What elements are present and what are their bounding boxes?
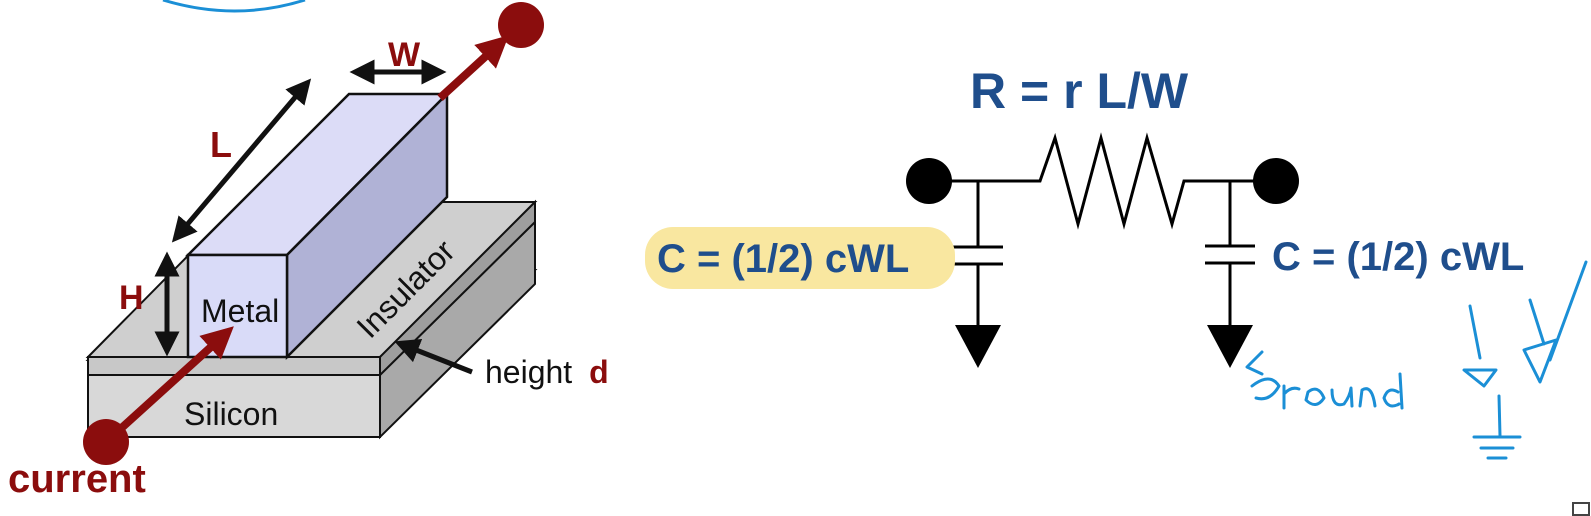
handwritten-annotations xyxy=(1245,260,1588,460)
current-arrow-in xyxy=(103,326,234,445)
rc-circuit: R = r L/W C = (1/2) cWL C = (1/2) cWL xyxy=(645,63,1524,368)
length-label: L xyxy=(210,124,232,165)
metal-label: Metal xyxy=(201,293,279,329)
handwritten-triangle-sketch xyxy=(1522,260,1588,384)
current-label: current xyxy=(8,457,146,501)
width-label: W xyxy=(388,36,421,74)
height-label: H xyxy=(119,279,144,317)
resistor-symbol xyxy=(929,132,1276,230)
dielectric-height-var: d xyxy=(589,354,609,390)
cropped-circle-arc xyxy=(162,0,306,13)
right-ground-symbol xyxy=(1207,325,1253,368)
handwritten-ground-note xyxy=(1245,350,1404,410)
dielectric-height-label: height d xyxy=(485,354,609,390)
corner-icon xyxy=(1572,502,1590,516)
left-ground-symbol xyxy=(955,325,1001,368)
current-terminal-out xyxy=(498,2,544,48)
insulator-side xyxy=(379,199,536,378)
current-terminal-in xyxy=(83,419,129,465)
insulator-front xyxy=(87,356,381,376)
silicon-label: Silicon xyxy=(184,396,278,432)
resistance-formula: R = r L/W xyxy=(970,63,1189,119)
wire-structure: W L H Metal Insulator Silicon height d c… xyxy=(8,2,609,501)
capacitance-right-label: C = (1/2) cWL xyxy=(1272,235,1524,279)
current-arrow-out xyxy=(437,35,509,101)
dielectric-height-text: height xyxy=(485,354,572,390)
capacitance-left-label: C = (1/2) cWL xyxy=(657,237,909,281)
capacitance-left-highlight xyxy=(645,227,955,289)
length-dimension-arrow xyxy=(171,78,312,243)
handwritten-ground-sketch xyxy=(1462,304,1522,460)
dielectric-height-arrow xyxy=(394,338,473,375)
